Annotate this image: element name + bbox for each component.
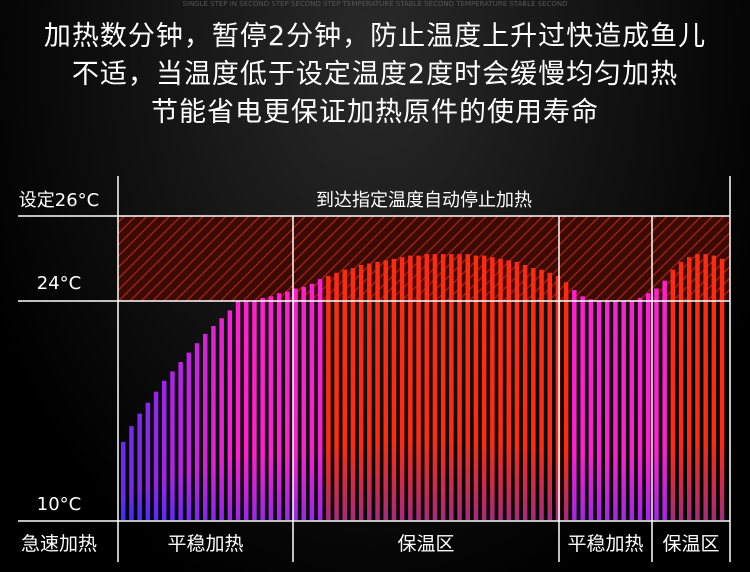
bar-23 [309,283,315,520]
headline: 加热数分钟，暂停2分钟，防止温度上升过快造成鱼儿 不适，当温度低于设定温度2度时… [0,18,750,132]
bar-4 [153,391,159,520]
bar-13 [227,310,233,520]
y-label-24: 24°C [36,273,82,294]
bar-73 [719,258,725,520]
bar-30 [367,263,372,520]
bar-65 [654,288,659,520]
bar-7 [178,362,183,520]
bar-64 [646,293,651,520]
bar-41 [457,254,462,520]
bar-44 [481,255,487,520]
bar-52 [547,272,552,520]
bar-42 [465,254,470,520]
bar-9 [194,343,200,520]
bar-33 [391,258,397,520]
bar-63 [637,297,643,520]
bar-24 [317,279,323,520]
bar-28 [350,268,356,520]
faint-header-text: SINGLE STEP IN SECOND STEP SECOND STEP T… [182,0,568,8]
bar-39 [440,254,446,520]
bar-2 [137,413,142,520]
bar-11 [211,326,216,520]
bar-50 [531,268,536,520]
bar-54 [563,282,569,520]
bar-19 [276,293,282,520]
bar-29 [358,265,364,520]
bar-22 [301,286,306,520]
bar-48 [514,261,520,520]
phase-label-2: 平稳加热 [167,533,244,555]
bar-62 [629,301,635,520]
bar-16 [252,301,257,520]
phase-label-3: 保温区 [397,533,455,555]
bar-70 [695,254,700,520]
bar-35 [408,255,413,520]
headline-line-2: 不适，当温度低于设定温度2度时会缓慢均匀加热 [71,59,679,90]
bar-6 [170,371,175,520]
y-label-10: 10°C [36,494,82,515]
bar-8 [186,352,192,520]
bar-58 [596,301,602,520]
bar-25 [326,276,331,520]
bar-27 [342,269,347,520]
bar-53 [555,276,561,520]
bar-15 [244,301,249,520]
headline-line-3: 节能省电更保证加热原件的使用寿命 [151,97,599,128]
headline-line-1: 加热数分钟，暂停2分钟，防止温度上升过快造成鱼儿 [43,21,707,52]
bar-36 [416,255,421,520]
bar-60 [613,301,618,520]
bar-45 [490,257,495,520]
bar-51 [539,269,544,520]
bar-1 [129,426,134,520]
bar-17 [260,297,265,520]
bar-32 [383,260,388,520]
bar-26 [334,272,339,520]
bar-40 [449,254,454,520]
bar-55 [572,290,577,520]
bar-43 [473,255,479,520]
y-label-set-temp: 设定26°C [18,190,100,211]
bar-37 [424,254,429,520]
bar-56 [580,296,585,520]
bar-3 [145,402,151,520]
phase-label-4: 平稳加热 [567,533,644,555]
bar-66 [662,280,667,520]
bar-14 [235,301,241,520]
bar-61 [621,301,626,520]
bar-series [121,254,725,520]
bar-49 [522,265,528,520]
bar-0 [121,441,126,520]
bar-12 [219,318,224,520]
bar-31 [375,261,380,520]
overshoot-band [118,216,730,301]
phase-label-1: 急速加热 [20,533,97,555]
bar-69 [687,257,692,520]
bar-18 [268,296,274,520]
bar-10 [203,333,208,520]
chart-frame [18,176,731,562]
bar-21 [293,288,298,520]
bar-71 [703,254,708,520]
bar-59 [605,301,610,520]
bar-20 [285,291,290,520]
banner-auto-stop: 到达指定温度自动停止加热 [316,190,532,211]
bar-47 [506,260,511,520]
bar-46 [498,258,503,520]
bar-38 [432,254,438,520]
bar-68 [678,261,684,520]
bar-67 [670,269,676,520]
bar-57 [588,299,594,520]
phase-label-5: 保温区 [662,533,720,555]
bar-72 [711,255,717,520]
bar-5 [162,380,167,520]
bar-34 [399,257,405,520]
